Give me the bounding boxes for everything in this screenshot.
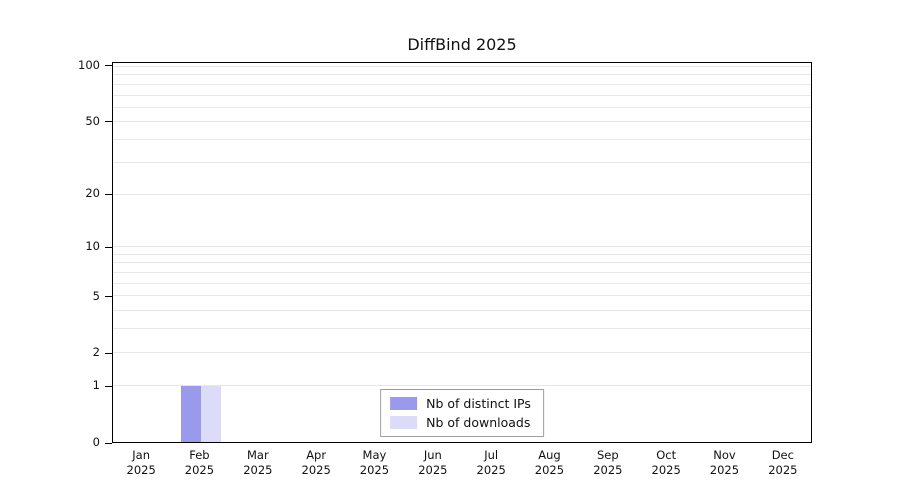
x-tick-month: Jan — [132, 448, 151, 462]
gridline — [113, 74, 811, 76]
x-tick-label: Aug 2025 — [520, 448, 578, 478]
bar-nb-of-distinct-ips — [180, 385, 201, 442]
gridline — [113, 139, 811, 141]
gridline — [113, 121, 811, 123]
x-tick-label: Jan 2025 — [112, 448, 170, 478]
y-tick-mark — [105, 246, 112, 248]
x-tick-label: Apr 2025 — [287, 448, 345, 478]
x-tick-month: Aug — [538, 448, 561, 462]
x-tick-month: May — [362, 448, 387, 462]
x-tick-year: 2025 — [534, 463, 565, 477]
y-tick-mark — [105, 352, 112, 354]
x-tick-year: 2025 — [126, 463, 156, 477]
x-tick-label: Jul 2025 — [462, 448, 520, 478]
plot-area: Nb of distinct IPs Nb of downloads — [112, 62, 812, 443]
y-tick-mark — [105, 121, 112, 123]
x-tick-year: 2025 — [418, 463, 448, 477]
x-tick-year: 2025 — [243, 463, 273, 477]
legend-label: Nb of downloads — [426, 415, 531, 430]
gridline — [113, 94, 811, 96]
gridline — [113, 65, 811, 67]
y-tick-mark — [105, 442, 112, 444]
legend: Nb of distinct IPs Nb of downloads — [380, 389, 544, 437]
x-tick-year: 2025 — [301, 463, 331, 477]
x-tick-year: 2025 — [359, 463, 390, 477]
y-tick-label: 1 — [92, 378, 100, 393]
x-tick-year: 2025 — [593, 463, 623, 477]
gridline — [113, 253, 811, 255]
gridline — [113, 282, 811, 284]
y-tick-label: 100 — [78, 57, 100, 72]
x-tick-label: Oct 2025 — [637, 448, 695, 478]
gridline — [113, 106, 811, 108]
bar-nb-of-downloads — [200, 385, 221, 442]
y-tick-label: 0 — [92, 435, 100, 449]
legend-item: Nb of downloads — [390, 415, 531, 430]
y-tick-mark — [105, 65, 112, 67]
legend-swatch — [390, 416, 418, 429]
gridline — [113, 193, 811, 195]
gridline — [113, 310, 811, 312]
x-tick-label: Dec 2025 — [754, 448, 812, 478]
x-tick-month: Jul — [484, 448, 499, 462]
y-tick-mark — [105, 193, 112, 195]
x-tick-label: Feb 2025 — [170, 448, 228, 478]
x-tick-month: Mar — [246, 448, 269, 462]
x-tick-label: Mar 2025 — [229, 448, 287, 478]
x-tick-year: 2025 — [476, 463, 506, 477]
x-tick-month: Jun — [423, 448, 442, 462]
x-tick-year: 2025 — [768, 463, 798, 477]
gridline — [113, 384, 811, 386]
x-tick-month: Oct — [656, 448, 677, 462]
gridline — [113, 295, 811, 297]
y-tick-label: 20 — [85, 186, 100, 201]
x-tick-month: Dec — [771, 448, 794, 462]
x-tick-year: 2025 — [651, 463, 681, 477]
x-tick-label: Jun 2025 — [404, 448, 462, 478]
x-tick-month: Nov — [713, 448, 736, 462]
gridline — [113, 351, 811, 353]
gridline — [113, 262, 811, 264]
gridline — [113, 161, 811, 163]
legend-item: Nb of distinct IPs — [390, 396, 531, 411]
y-tick-label: 50 — [85, 113, 100, 128]
chart-title: DiffBind 2025 — [407, 35, 517, 54]
x-tick-label: May 2025 — [345, 448, 403, 478]
legend-swatch — [390, 397, 418, 410]
y-tick-mark — [105, 296, 112, 298]
y-tick-label: 10 — [85, 239, 100, 254]
x-tick-year: 2025 — [709, 463, 740, 477]
x-tick-month: Feb — [189, 448, 210, 462]
x-tick-label: Nov 2025 — [695, 448, 753, 478]
gridline — [113, 272, 811, 274]
gridline — [113, 246, 811, 248]
legend-label: Nb of distinct IPs — [426, 396, 531, 411]
y-tick-label: 5 — [92, 288, 100, 303]
gridline — [113, 83, 811, 85]
x-tick-month: Sep — [596, 448, 619, 462]
x-tick-month: Apr — [306, 448, 327, 462]
x-tick-year: 2025 — [184, 463, 215, 477]
gridline — [113, 328, 811, 330]
y-tick-label: 2 — [92, 345, 100, 360]
y-tick-mark — [105, 385, 112, 387]
x-tick-label: Sep 2025 — [579, 448, 637, 478]
